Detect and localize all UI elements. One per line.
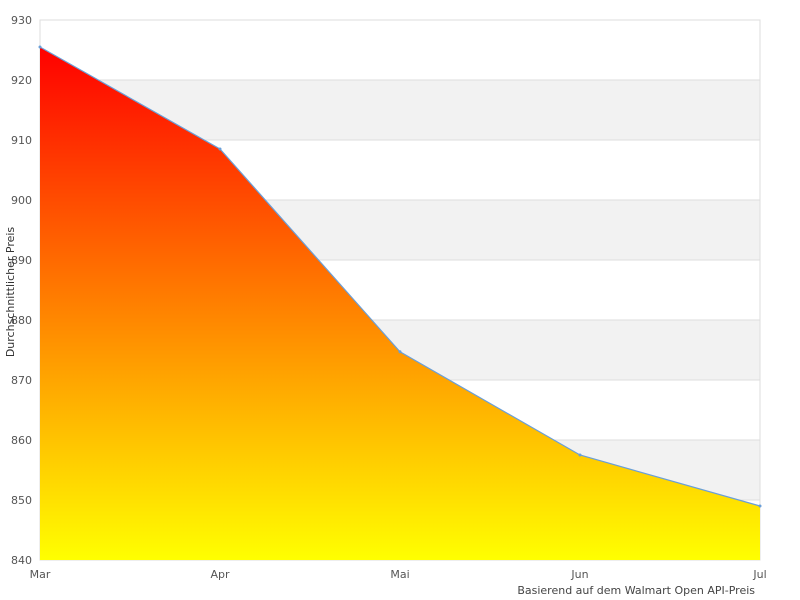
data-points <box>38 45 762 508</box>
y-tick-label: 870 <box>11 374 32 387</box>
y-axis-title: Durchschnittlicher Preis <box>4 227 17 358</box>
x-tick-label: Jul <box>752 568 766 581</box>
data-point <box>218 147 222 151</box>
area-fill <box>40 47 760 560</box>
y-tick-label: 880 <box>11 314 32 327</box>
y-tick-label: 920 <box>11 74 32 87</box>
y-tick-label: 850 <box>11 494 32 507</box>
y-tick-label: 840 <box>11 554 32 567</box>
y-tick-label: 910 <box>11 134 32 147</box>
source-note: Basierend auf dem Walmart Open API-Preis <box>517 584 755 597</box>
x-tick-label: Mar <box>30 568 51 581</box>
data-point <box>758 504 762 508</box>
y-axis-ticks: 840 850 860 870 880 890 900 910 920 930 <box>11 14 32 567</box>
x-tick-label: Jun <box>570 568 588 581</box>
y-tick-label: 890 <box>11 254 32 267</box>
x-tick-label: Apr <box>210 568 230 581</box>
y-tick-label: 860 <box>11 434 32 447</box>
y-tick-label: 900 <box>11 194 32 207</box>
x-axis-ticks: Mar Apr Mai Jun Jul <box>30 568 767 581</box>
data-point <box>578 453 582 457</box>
x-tick-label: Mai <box>390 568 409 581</box>
data-point <box>398 350 402 354</box>
y-tick-label: 930 <box>11 14 32 27</box>
data-point <box>38 45 42 49</box>
